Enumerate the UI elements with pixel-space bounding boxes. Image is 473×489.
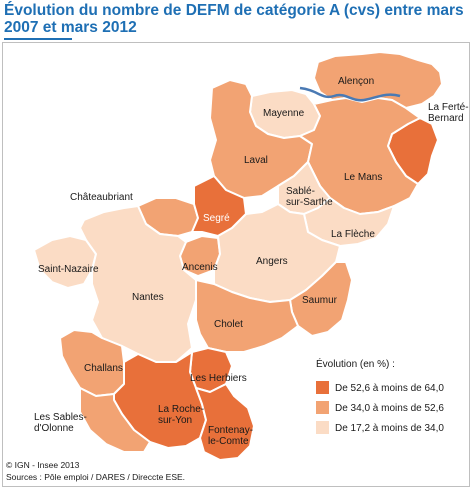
label-ch-teaubriant: Châteaubriant (70, 192, 133, 203)
legend: Évolution (en %) : De 52,6 à moins de 64,… (316, 357, 444, 434)
legend-swatch (316, 381, 329, 394)
credits-sources: Sources : Pôle emploi / DARES / Direccte… (6, 472, 186, 482)
legend-item-label: De 52,6 à moins de 64,0 (335, 383, 444, 394)
label-les-herbiers: Les Herbiers (190, 373, 247, 384)
label-laval: Laval (244, 155, 268, 166)
zone-le-mans (299, 97, 421, 215)
title-underline (4, 38, 72, 40)
zone-les-sables-d-olonne (79, 387, 151, 453)
label-saint-nazaire: Saint-Nazaire (38, 264, 99, 275)
label-cholet: Cholet (214, 319, 243, 330)
zone-nantes (79, 205, 197, 363)
label-mayenne: Mayenne (263, 108, 305, 119)
legend-item-label: De 17,2 à moins de 34,0 (335, 423, 444, 434)
label-les-sables-d-olonne: Les Sables-d'Olonne (34, 412, 87, 434)
label-le-mans: Le Mans (344, 172, 382, 183)
zone-saint-nazaire (33, 235, 97, 289)
zone-fontenay-le-comte (195, 383, 255, 461)
label-fontenay-le-comte: Fontenay-le-Comte (208, 425, 253, 447)
legend-title: Évolution (en %) : (316, 357, 395, 370)
label-la-roche-sur-yon: La Roche-sur-Yon (158, 404, 204, 426)
label-angers: Angers (256, 256, 288, 267)
label-ancenis: Ancenis (182, 262, 218, 273)
legend-item-label: De 34,0 à moins de 52,6 (335, 403, 444, 414)
label-saumur: Saumur (302, 295, 338, 306)
legend-swatch (316, 421, 329, 434)
label-la-fert-bernard: La Ferté-Bernard (428, 102, 469, 124)
label-sabl-sur-sarthe: Sablé-sur-Sarthe (286, 186, 333, 208)
label-la-fl-che: La Flèche (331, 229, 375, 240)
label-segr-: Segré (203, 213, 230, 224)
zones-layer (33, 51, 443, 461)
label-nantes: Nantes (132, 292, 164, 303)
credits-ign: © IGN - Insee 2013 (6, 460, 80, 470)
legend-swatch (316, 401, 329, 414)
zone-cholet (195, 279, 299, 353)
label-challans: Challans (84, 363, 123, 374)
river-line (299, 86, 401, 102)
labels-layer: Alençon Mayenne La Ferté-Bernard Laval Le Ma… (34, 76, 469, 447)
label-alen-on: Alençon (338, 76, 374, 87)
map-title: Évolution du nombre de DEFM de catégorie… (4, 2, 464, 36)
